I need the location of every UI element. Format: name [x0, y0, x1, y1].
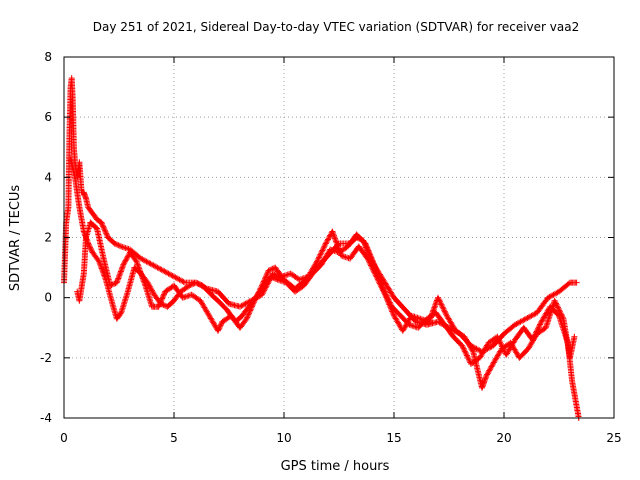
data-series: [61, 75, 582, 421]
plot-frame: [63, 56, 615, 419]
x-tick-label: 5: [170, 431, 178, 445]
axis-ticks: 0 5 10 15 20 25 -4 -2 0 2 4 6 8: [40, 50, 622, 445]
y-tick-label: 6: [44, 110, 52, 124]
y-tick-label: 8: [44, 50, 52, 64]
y-tick-label: 4: [44, 170, 52, 184]
x-tick-label: 15: [386, 431, 401, 445]
y-axis-label: SDTVAR / TECUs: [8, 185, 23, 292]
y-tick-label: -2: [40, 351, 52, 365]
y-tick-label: -4: [40, 411, 52, 425]
chart-title: Day 251 of 2021, Sidereal Day-to-day VTE…: [93, 20, 580, 34]
x-tick-label: 0: [60, 431, 68, 445]
x-tick-label: 10: [276, 431, 291, 445]
y-tick-label: 2: [44, 231, 52, 245]
data-track: [74, 219, 578, 391]
x-tick-label: 20: [496, 431, 511, 445]
y-tick-label: 0: [44, 291, 52, 305]
x-tick-label: 25: [606, 431, 621, 445]
grid: [64, 57, 614, 418]
x-axis-label: GPS time / hours: [281, 459, 390, 474]
